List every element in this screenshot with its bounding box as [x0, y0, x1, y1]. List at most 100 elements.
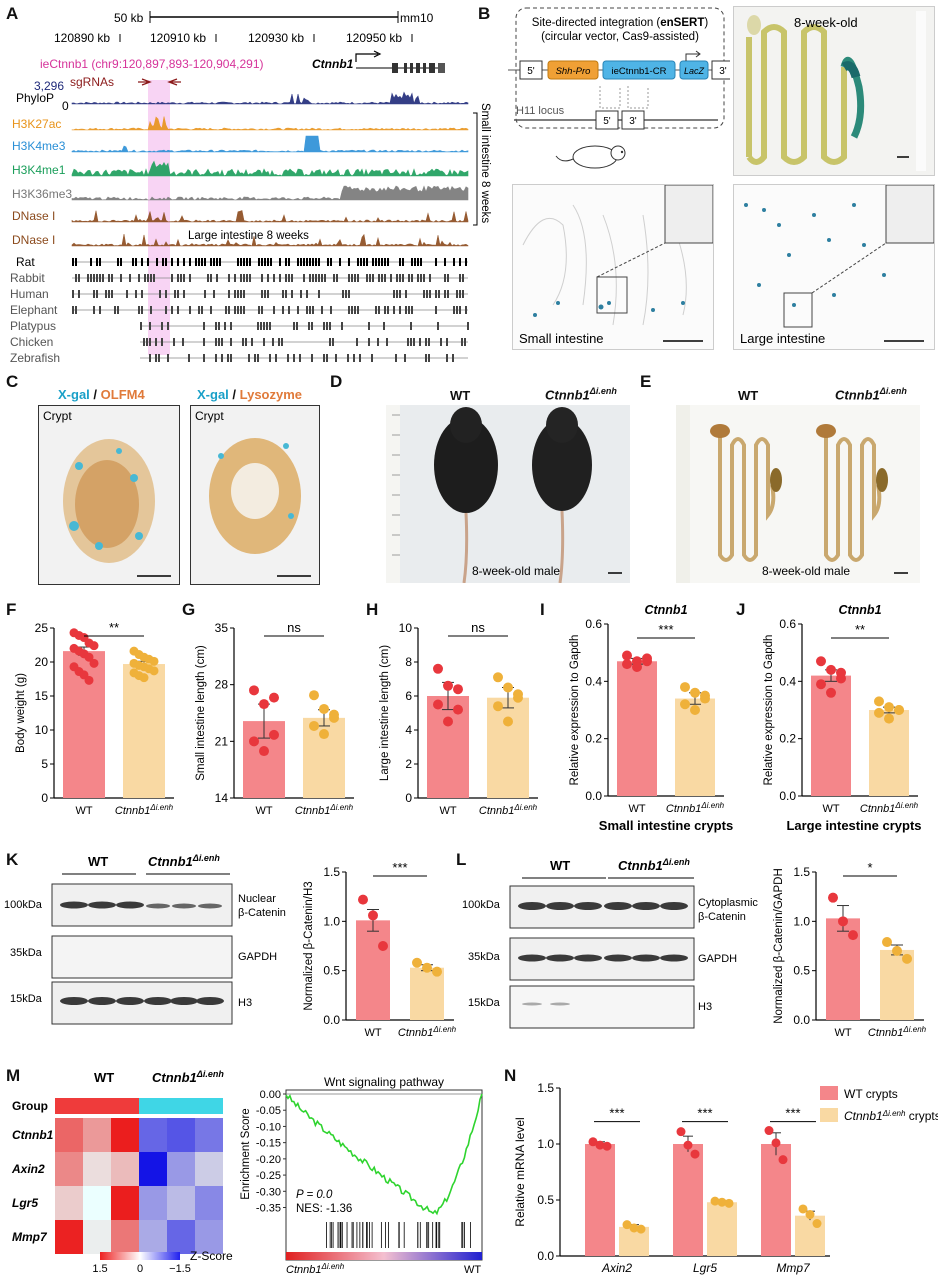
- y-tick-label: 5: [41, 757, 48, 771]
- data-point: [422, 962, 432, 973]
- y-tick-label: 10: [399, 621, 413, 635]
- conservation-block: [309, 306, 311, 314]
- conservation-block: [278, 338, 280, 346]
- conservation-block: [435, 290, 437, 298]
- data-point: [503, 682, 513, 693]
- conservation-block: [171, 258, 173, 266]
- svg-text:H3: H3: [238, 997, 252, 1009]
- conservation-block: [72, 306, 74, 314]
- scale-label: 50 kb: [114, 11, 144, 25]
- small-intestine-section-image: Small intestine: [512, 184, 714, 350]
- x-tick-label: Ctnnb1Δi.enh: [115, 803, 174, 817]
- conservation-block: [201, 258, 203, 266]
- conservation-block: [266, 322, 268, 330]
- data-point: [368, 910, 378, 921]
- conservation-block: [93, 274, 95, 282]
- panel-label-a: A: [6, 4, 19, 23]
- svg-text:5': 5': [527, 66, 535, 77]
- y-tick-label: 2: [405, 757, 412, 771]
- conservation-block: [408, 274, 410, 282]
- data-point: [378, 941, 388, 951]
- data-point: [513, 689, 523, 700]
- svg-text:Ctnnb1Δi.enh: Ctnnb1Δi.enh: [148, 853, 220, 869]
- y-axis-label: Normalized β-Catenin/H3: [303, 881, 315, 1010]
- sgrna-arrow-left-icon: [138, 78, 152, 86]
- heatmap-cell: [83, 1186, 111, 1220]
- svg-text:GAPDH: GAPDH: [698, 953, 737, 965]
- conservation-block: [399, 274, 401, 282]
- conservation-block: [150, 274, 152, 282]
- conservation-block: [456, 306, 458, 314]
- conservation-block: [462, 274, 464, 282]
- conservation-block: [237, 290, 239, 298]
- svg-text:5': 5': [603, 116, 611, 127]
- coordinate-label: 120910 kb: [150, 31, 206, 45]
- track-signal: [71, 185, 469, 201]
- conservation-block: [150, 306, 152, 314]
- significance-label: ***: [609, 1106, 624, 1121]
- data-point: [84, 652, 94, 662]
- conservation-block: [366, 258, 368, 266]
- x-tick-label: WT: [834, 1027, 851, 1038]
- conservation-block: [234, 290, 236, 298]
- conservation-block: [158, 354, 160, 362]
- conservation-block: [138, 306, 140, 314]
- y-tick-label: 1.0: [323, 914, 340, 928]
- conservation-block: [78, 290, 80, 298]
- phylop-max: 3,296: [34, 79, 64, 93]
- conservation-block: [204, 258, 206, 266]
- conservation-block: [351, 274, 353, 282]
- y-tick-label: 0.5: [793, 964, 810, 978]
- data-point: [432, 966, 442, 977]
- y-tick-label: 15: [35, 689, 49, 703]
- conservation-block: [180, 274, 182, 282]
- conservation-block: [357, 306, 359, 314]
- gsea-enrichment-curve: [285, 1093, 483, 1216]
- svg-text:8-week-old male: 8-week-old male: [762, 564, 850, 578]
- zscore-tick: −1.5: [169, 1263, 191, 1275]
- heatmap-cell: [55, 1220, 83, 1254]
- nuclear-catenin-chart: 0.0 0.5 1.0 1.5 Normalized β-Catenin/H3 WT Ctn…: [303, 860, 457, 1038]
- zscore-tick: 0: [137, 1263, 143, 1275]
- conservation-block: [396, 290, 398, 298]
- conservation-block: [308, 322, 310, 330]
- genome-browser-panel: 50 kb mm10 120890 kb 120910 kb 120930 kb 12…: [10, 11, 491, 365]
- svg-text:8-week-old male: 8-week-old male: [472, 564, 560, 578]
- conservation-block: [225, 306, 227, 314]
- chart-subtitle: Small intestine crypts: [599, 818, 733, 833]
- svg-text:15kDa: 15kDa: [468, 997, 501, 1009]
- conservation-block: [378, 274, 380, 282]
- data-point: [680, 699, 690, 710]
- conservation-block: [210, 258, 212, 266]
- heatmap-gene-label: Mmp7: [12, 1230, 48, 1244]
- conservation-block: [161, 338, 163, 346]
- species-label: Chicken: [10, 335, 53, 349]
- conservation-block: [291, 290, 293, 298]
- species-label: Platypus: [10, 319, 56, 333]
- gsea-tick-label: 0.00: [260, 1089, 281, 1101]
- conservation-block: [459, 306, 461, 314]
- data-point: [710, 1196, 720, 1206]
- gene-label: Ctnnb1: [312, 57, 354, 71]
- data-point: [816, 679, 826, 690]
- conservation-block: [177, 258, 179, 266]
- conservation-block: [149, 354, 151, 362]
- conservation-block: [387, 306, 389, 314]
- conservation-block: [312, 258, 314, 266]
- conservation-block: [464, 338, 466, 346]
- track-signal: [71, 116, 469, 131]
- conservation-block: [201, 306, 203, 314]
- conservation-block: [108, 274, 110, 282]
- conservation-block: [311, 354, 313, 362]
- track-label: H3K27ac: [12, 117, 61, 131]
- conservation-block: [428, 354, 430, 362]
- y-axis-label: Body weight (g): [15, 673, 27, 753]
- conservation-block: [417, 274, 419, 282]
- conservation-block: [395, 354, 397, 362]
- conservation-block: [224, 322, 226, 330]
- y-axis-label: Normalized β-Catenin/GAPDH: [773, 868, 785, 1024]
- gsea-tick-label: -0.10: [256, 1121, 281, 1133]
- x-tick-label: Ctnnb1Δi.enh: [860, 801, 919, 815]
- method-title: Site-directed integration (enSERT): [532, 17, 709, 29]
- conservation-block: [375, 258, 377, 266]
